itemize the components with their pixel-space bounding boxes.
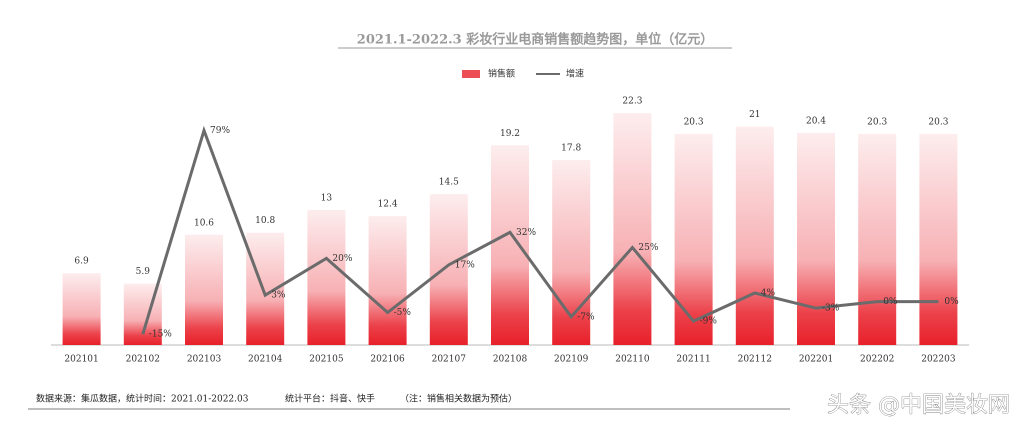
bar [307, 209, 346, 345]
line-value-label: -15% [149, 330, 172, 340]
bar [735, 126, 774, 345]
bar [185, 234, 223, 345]
bar [858, 133, 897, 345]
legend-label: 销售额 [488, 68, 515, 80]
bar-value-label: 10.6 [194, 218, 214, 228]
line-value-label: -7% [577, 312, 595, 322]
line-value-label: -3% [822, 304, 840, 314]
legend-label: 增速 [566, 68, 584, 80]
watermark: 头条 @中国美妆网 [827, 393, 1010, 418]
bar-value-label: 13 [321, 193, 333, 203]
line-value-label: -5% [394, 308, 412, 318]
bar-value-label: 19.2 [500, 129, 520, 139]
line-value-label: 0% [883, 297, 898, 307]
x-tick-label: 202203 [921, 355, 956, 365]
bar-value-label: 5.9 [136, 267, 151, 277]
x-tick-label: 202105 [309, 355, 344, 365]
line-value-label: 20% [332, 254, 352, 264]
x-tick-label: 202108 [493, 355, 528, 365]
x-tick-label: 202107 [432, 355, 467, 365]
x-tick-label: 202102 [126, 355, 160, 365]
bar-value-label: 6.9 [74, 257, 89, 267]
bar [62, 273, 101, 345]
bar [613, 113, 652, 345]
bar-value-label: 22.3 [622, 97, 642, 107]
bar-value-label: 20.3 [684, 117, 704, 127]
x-tick-label: 202109 [554, 355, 589, 365]
line-value-label: 79% [210, 126, 230, 136]
x-tick-label: 202111 [676, 355, 710, 365]
x-tick-label: 202112 [738, 355, 772, 365]
line [141, 125, 939, 335]
bar-value-label: 17.8 [561, 143, 581, 153]
line-value-label: -9% [700, 317, 718, 327]
footer-note: （注：销售相关数据为预估） [400, 393, 517, 405]
bar [429, 194, 468, 345]
bar [919, 133, 958, 345]
line-value-label: 25% [638, 243, 658, 253]
x-tick-label: 202202 [860, 355, 894, 365]
x-tick-label: 202103 [187, 355, 222, 365]
bar-value-label: 20.4 [806, 116, 826, 126]
chart-title: 2021.1-2022.3 彩妆行业电商销售额趋势图，单位（亿元） [357, 32, 713, 48]
line-value-label: 17% [455, 260, 475, 270]
bar-value-label: 21 [749, 110, 760, 120]
footer-source: 数据来源：集瓜数据，统计时间：2021.01-2022.03 [36, 393, 249, 405]
bar [368, 216, 407, 345]
line-value-label: 32% [516, 228, 536, 238]
bar-value-label: 12.4 [378, 200, 398, 210]
x-tick-label: 202201 [799, 355, 833, 365]
line-value-label: 3% [271, 291, 286, 301]
bar-value-label: 20.3 [867, 117, 887, 127]
bar [552, 159, 591, 345]
x-tick-label: 202106 [370, 355, 405, 365]
x-tick-label: 202101 [64, 355, 98, 365]
bar [674, 133, 713, 345]
bar-value-label: 10.8 [255, 216, 275, 226]
legend-swatch [462, 70, 480, 78]
line-value-label: 0% [944, 297, 959, 307]
footer-platform: 统计平台：抖音、快手 [285, 393, 375, 405]
x-tick-label: 202104 [248, 355, 283, 365]
line-value-label: 4% [761, 289, 776, 299]
bar [491, 145, 529, 345]
bar-value-label: 14.5 [439, 178, 459, 188]
bar-value-label: 20.3 [928, 117, 948, 127]
x-tick-label: 202110 [615, 355, 650, 365]
